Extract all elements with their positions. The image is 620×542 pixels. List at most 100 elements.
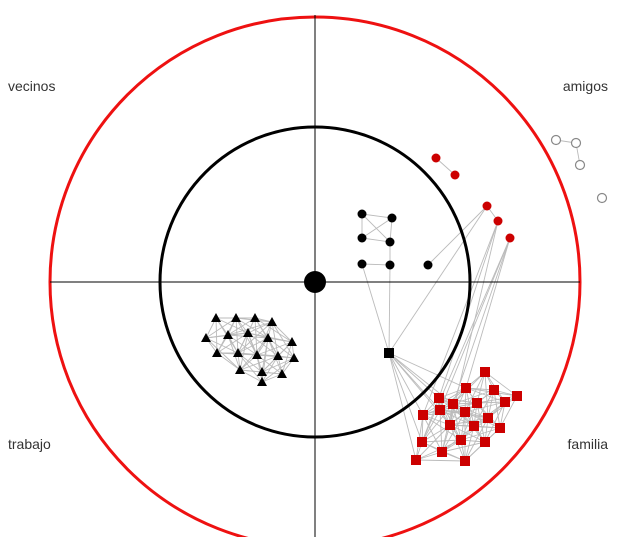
trabajo-node (273, 351, 283, 360)
tie-edge (422, 414, 443, 453)
tie-edge (464, 425, 475, 462)
trabajo-node (211, 313, 221, 322)
tie-edge (465, 237, 511, 389)
familia-node (434, 393, 444, 403)
tie-edge (247, 332, 279, 357)
tie-edge (361, 263, 391, 266)
tie-edge (388, 352, 440, 399)
tie-edge (452, 237, 511, 405)
tie-edge (388, 352, 423, 443)
tie-edge (499, 395, 518, 429)
tie-edge (439, 237, 511, 411)
tie-edge (256, 341, 293, 356)
trabajo-node (289, 353, 299, 362)
friend-node (357, 233, 367, 243)
tie-edge (441, 411, 466, 453)
familia-node (460, 456, 470, 466)
familia-node (411, 455, 421, 465)
tie-edge (452, 389, 495, 405)
familia-node (480, 437, 490, 447)
tie-edge (361, 237, 391, 243)
tie-edge (441, 441, 486, 453)
tie-edge (261, 355, 279, 383)
friend-empty-node (570, 137, 582, 149)
trabajo-node (250, 313, 260, 322)
familia-node (489, 385, 499, 395)
tie-edge (247, 321, 273, 334)
tie-edge (464, 371, 486, 413)
tie-edge (449, 220, 499, 426)
tie-edge (227, 332, 249, 336)
friend-red-node (431, 153, 441, 163)
friend-node (423, 260, 433, 270)
friend-empty-node (550, 134, 562, 146)
trabajo-node (231, 313, 241, 322)
tie-edge (216, 332, 249, 354)
tie-edge (484, 371, 518, 397)
tie-edge (227, 321, 273, 336)
tie-edge (227, 334, 241, 371)
label-familia: familia (567, 436, 608, 452)
tie-edge (464, 411, 501, 429)
tie-edge (267, 337, 293, 343)
tie-edge (427, 205, 488, 266)
friend-node (357, 209, 367, 219)
friend-node (387, 213, 397, 223)
tie-edge (261, 357, 295, 373)
tie-edge (439, 409, 443, 453)
tie-edge (439, 409, 475, 427)
label-vecinos: vecinos (8, 78, 56, 94)
alter-nodes (201, 134, 608, 466)
tie-edge (215, 317, 218, 354)
tie-edge (484, 401, 506, 443)
familia-node (495, 423, 505, 433)
tie-edge (460, 427, 501, 441)
familia-node (469, 421, 479, 431)
friend-node (385, 237, 395, 247)
trabajo-node (243, 328, 253, 337)
familia-node (437, 447, 447, 457)
tie-edge (361, 213, 393, 219)
trabajo-node (287, 337, 297, 346)
tie-edge (421, 409, 441, 443)
tie-edge (476, 371, 486, 404)
tie-edge (227, 317, 256, 336)
tie-edge (239, 355, 279, 371)
tie-edge (361, 213, 391, 243)
tie-edge (476, 395, 518, 404)
familia-node (445, 420, 455, 430)
friend-node (357, 259, 367, 269)
tie-edge (464, 401, 506, 413)
familia-node (512, 391, 522, 401)
tie-edge (421, 439, 462, 443)
friend-node (385, 260, 395, 270)
trabajo-node (223, 330, 233, 339)
tie-edge (388, 352, 424, 416)
friend-empty-node (596, 192, 608, 204)
tie-edge (205, 317, 237, 339)
friend-red-node (450, 170, 460, 180)
tie-edge (361, 263, 390, 354)
family-hub-node (384, 348, 394, 358)
familia-node (461, 383, 471, 393)
trabajo-node (267, 317, 277, 326)
trabajo-node (212, 348, 222, 357)
familia-node (456, 435, 466, 445)
familia-node (500, 397, 510, 407)
label-trabajo: trabajo (8, 436, 51, 452)
tie-edge (388, 352, 467, 389)
trabajo-node (257, 367, 267, 376)
tie-edge (205, 337, 241, 371)
trabajo-node (252, 350, 262, 359)
tie-edge (256, 321, 273, 356)
tie-edge (256, 354, 263, 383)
tie-edge (261, 371, 283, 375)
tie-edge (237, 352, 263, 383)
familia-node (483, 413, 493, 423)
label-amigos: amigos (562, 78, 608, 94)
tie-edge (239, 332, 249, 371)
tie-edge (415, 459, 466, 462)
familia-node (418, 410, 428, 420)
tie-edge (415, 424, 451, 461)
